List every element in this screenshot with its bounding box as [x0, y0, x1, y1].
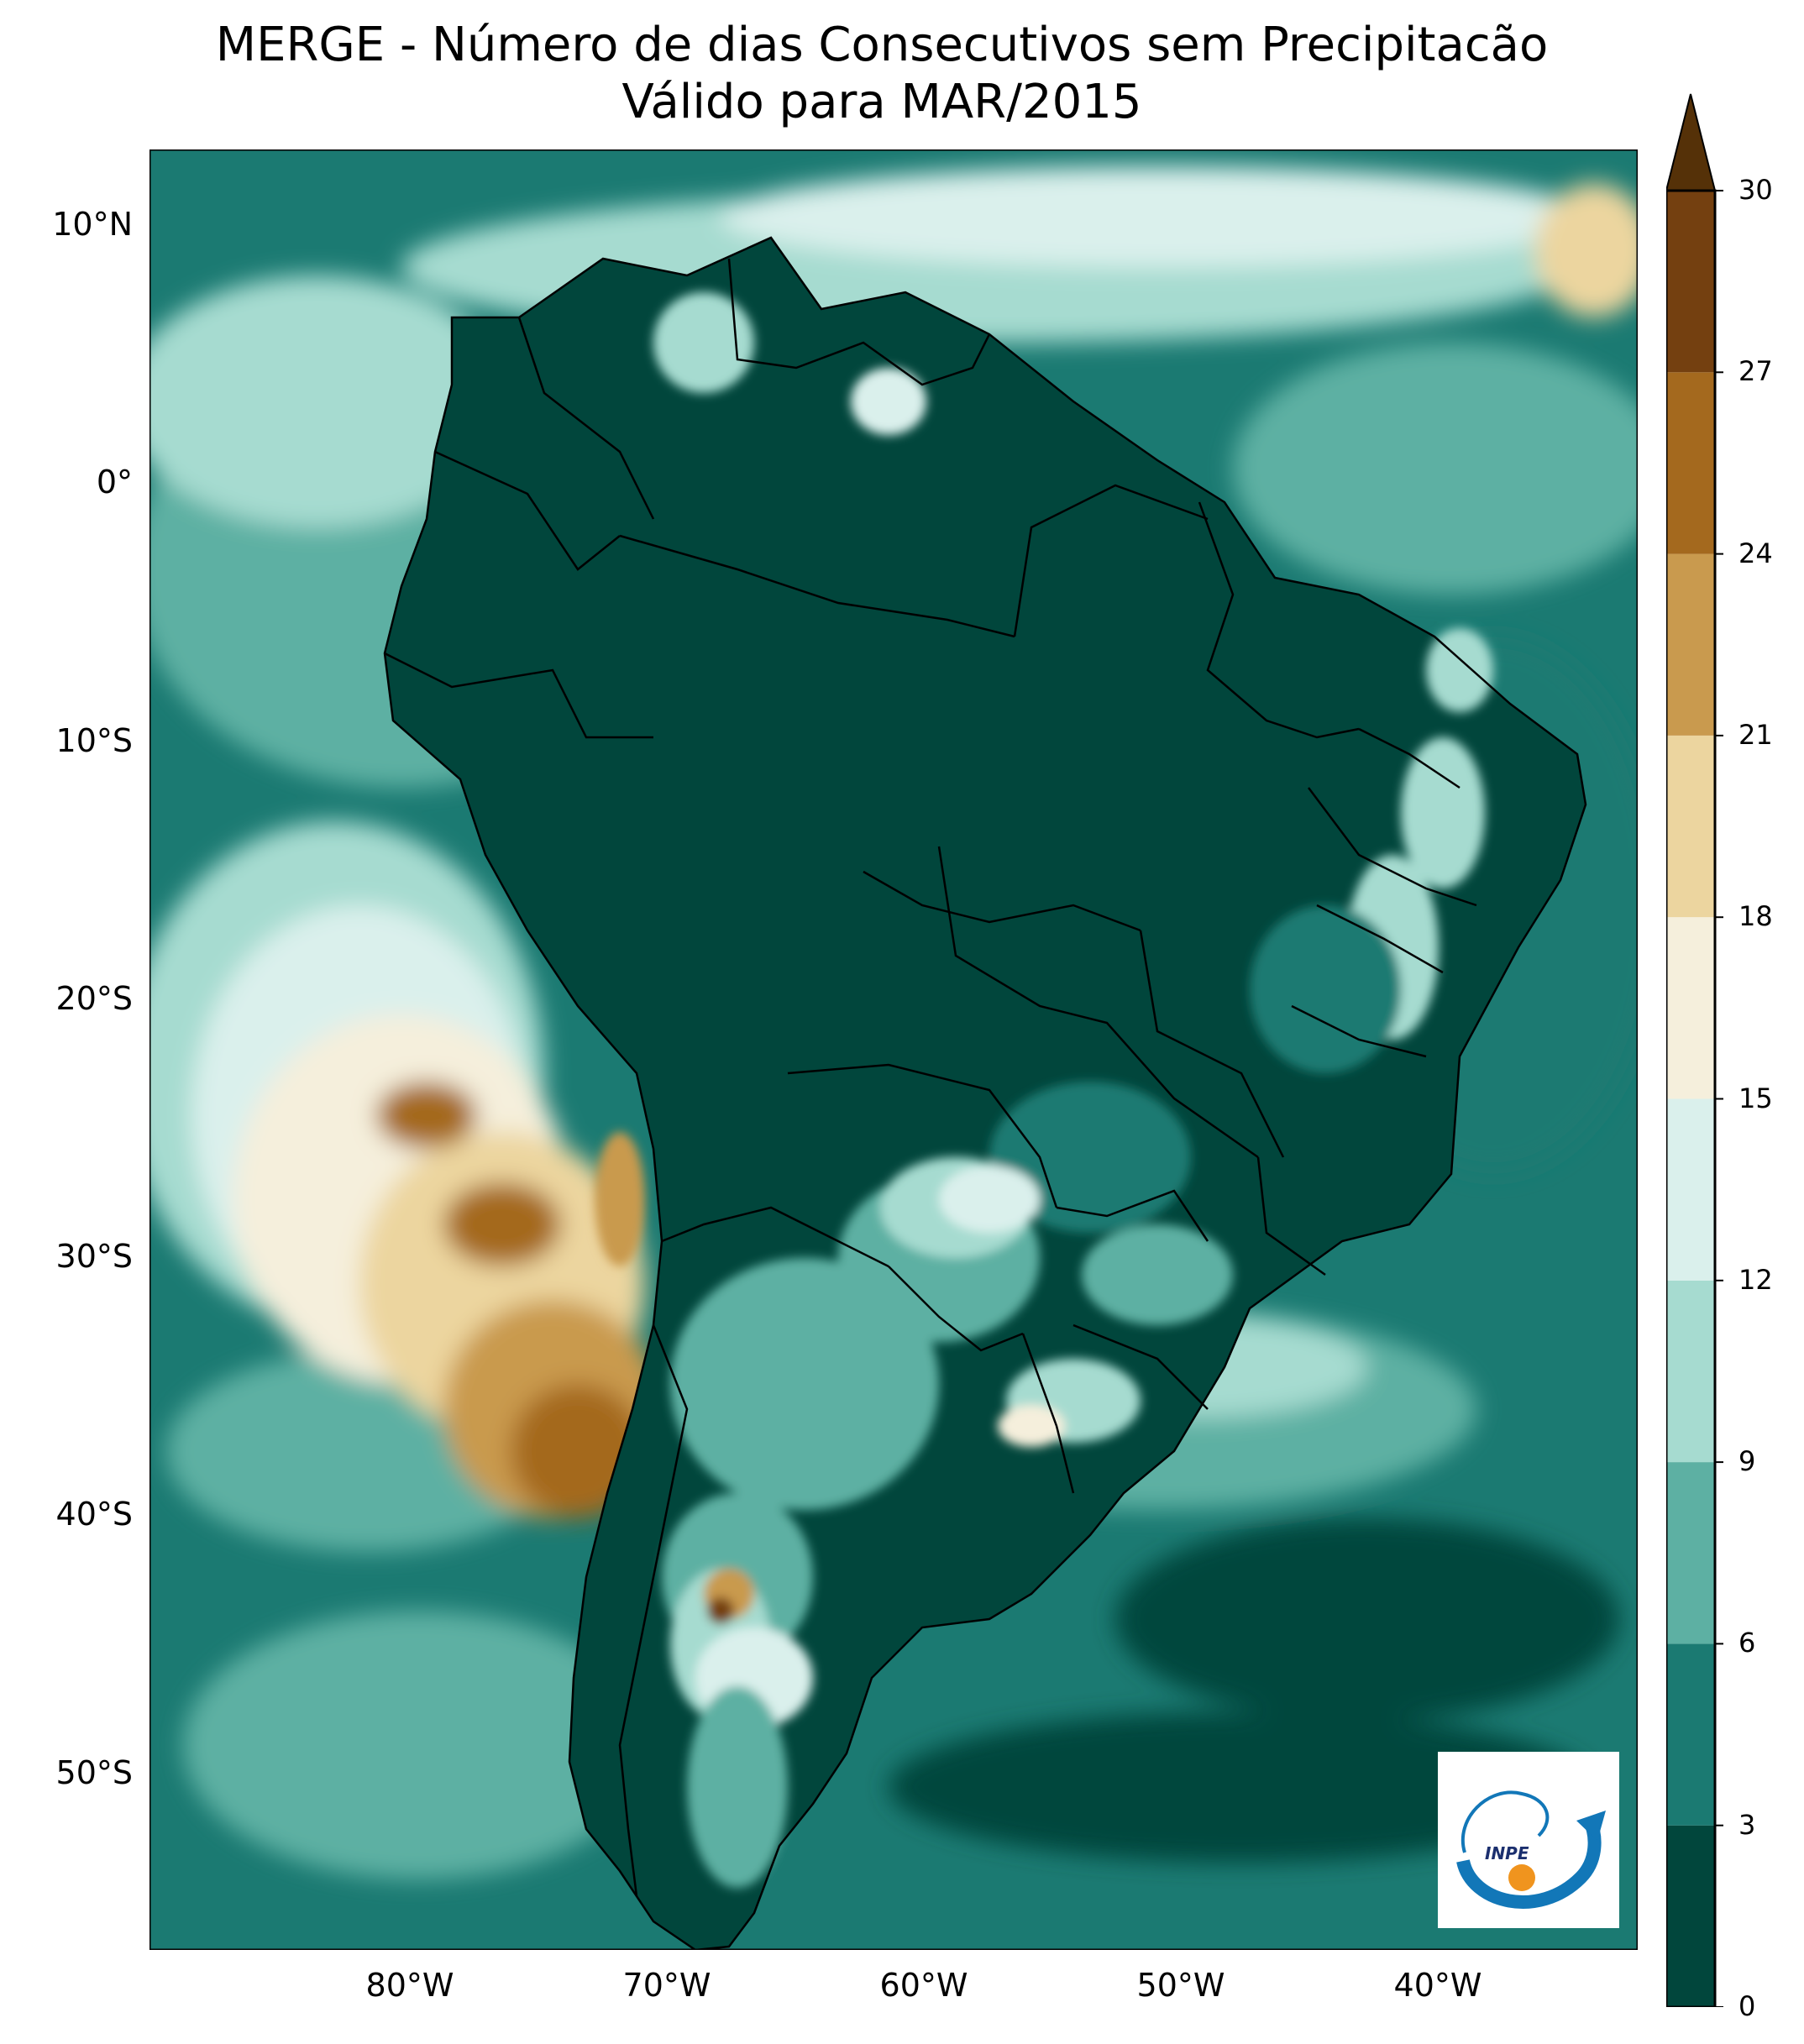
colorbar — [1666, 93, 1723, 2007]
colorbar-segment — [1666, 1643, 1715, 1826]
colorbar-segment — [1666, 1098, 1715, 1281]
colorbar-segment — [1666, 1462, 1715, 1644]
colorbar-segment — [1666, 917, 1715, 1099]
lon-label-60w: 60°W — [879, 1967, 968, 2004]
colorbar-segment — [1666, 1825, 1715, 2007]
lon-label-50w: 50°W — [1136, 1967, 1225, 2004]
colorbar-tick-label: 21 — [1738, 718, 1773, 751]
colorbar-tick-label: 12 — [1738, 1263, 1773, 1296]
title-line-2: Válido para MAR/2015 — [621, 75, 1142, 129]
lat-label-30s: 30°S — [55, 1238, 133, 1275]
inpe-logo: INPE — [1438, 1752, 1619, 1928]
colorbar-tick-label: 24 — [1738, 537, 1773, 569]
colorbar-extend-triangle — [1666, 93, 1717, 191]
colorbar-tick-label: 9 — [1738, 1445, 1756, 1478]
precipitation-map — [149, 149, 1638, 1950]
colorbar-tick-label: 3 — [1738, 1808, 1756, 1841]
colorbar-segment — [1666, 1280, 1715, 1463]
map-title: MERGE - Número de dias Consecutivos sem … — [126, 17, 1638, 131]
colorbar-tick-label: 30 — [1738, 174, 1773, 206]
colorbar-tick-label: 27 — [1738, 355, 1773, 388]
colorbar-tick-label: 6 — [1738, 1627, 1756, 1659]
logo-text: INPE — [1485, 1843, 1529, 1863]
colorbar-tick-label: 18 — [1738, 900, 1773, 933]
lon-label-70w: 70°W — [622, 1967, 711, 2004]
title-line-1: MERGE - Número de dias Consecutivos sem … — [215, 18, 1549, 72]
lat-label-40s: 40°S — [55, 1496, 133, 1533]
colorbar-tick-label: 0 — [1738, 1990, 1756, 2022]
colorbar-segment — [1666, 372, 1715, 554]
lon-label-40w: 40°W — [1393, 1967, 1482, 2004]
colorbar-tick-label: 15 — [1738, 1082, 1773, 1114]
colorbar-segment — [1666, 553, 1715, 736]
lon-label-80w: 80°W — [365, 1967, 454, 2004]
lat-label-10n: 10°N — [52, 206, 133, 243]
lat-label-50s: 50°S — [55, 1754, 133, 1791]
lat-label-0: 0° — [96, 464, 133, 501]
colorbar-segment — [1666, 191, 1715, 373]
colorbar-segment — [1666, 735, 1715, 918]
lat-label-20s: 20°S — [55, 980, 133, 1017]
lat-label-10s: 10°S — [55, 722, 133, 759]
